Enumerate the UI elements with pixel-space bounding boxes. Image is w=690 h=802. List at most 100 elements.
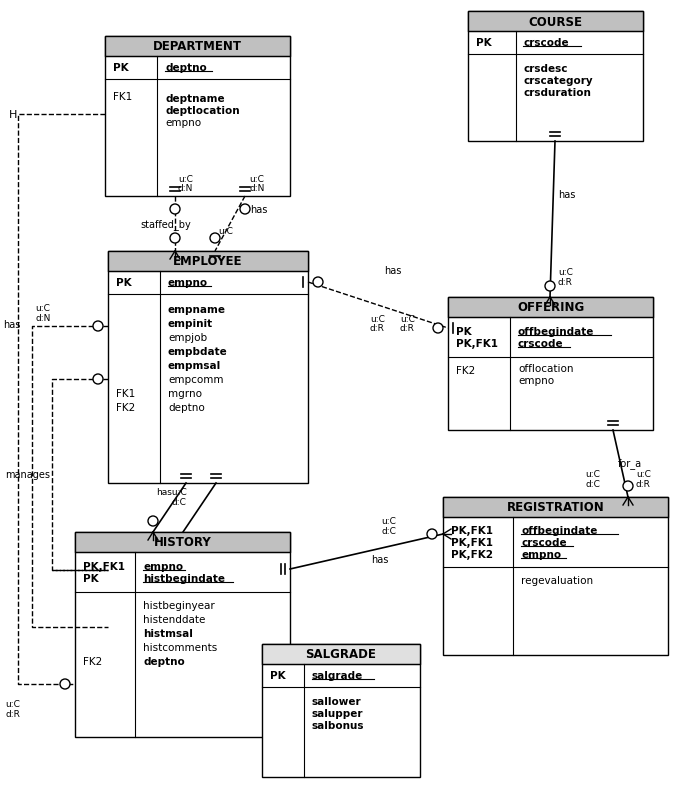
Circle shape bbox=[240, 205, 250, 215]
Text: u:C: u:C bbox=[585, 469, 600, 479]
Text: crscode: crscode bbox=[523, 38, 569, 48]
Text: has: has bbox=[558, 190, 575, 200]
Text: regevaluation: regevaluation bbox=[521, 575, 593, 585]
Text: DEPARTMENT: DEPARTMENT bbox=[153, 40, 242, 54]
Bar bbox=[262, 644, 420, 664]
Text: has: has bbox=[3, 320, 21, 330]
Text: crscategory: crscategory bbox=[523, 76, 593, 86]
Circle shape bbox=[93, 375, 103, 384]
Text: empinit: empinit bbox=[168, 318, 213, 329]
Circle shape bbox=[210, 233, 220, 244]
Text: d:C: d:C bbox=[585, 480, 600, 488]
Text: u:C: u:C bbox=[558, 268, 573, 277]
Circle shape bbox=[427, 529, 437, 539]
Text: d:C: d:C bbox=[381, 526, 396, 535]
Text: staffed_by: staffed_by bbox=[140, 219, 190, 229]
Text: empno: empno bbox=[143, 561, 183, 571]
Text: histcomments: histcomments bbox=[143, 642, 217, 652]
Circle shape bbox=[60, 679, 70, 689]
Text: crsduration: crsduration bbox=[523, 88, 591, 98]
Text: u:C: u:C bbox=[35, 304, 50, 313]
Text: u:C: u:C bbox=[5, 699, 20, 708]
Bar bbox=[105, 37, 290, 196]
Text: u:C: u:C bbox=[218, 227, 233, 236]
Text: PK: PK bbox=[116, 277, 132, 288]
Bar bbox=[448, 298, 653, 431]
Circle shape bbox=[93, 322, 103, 331]
Text: empmsal: empmsal bbox=[168, 361, 221, 371]
Text: u:C: u:C bbox=[370, 314, 385, 323]
Bar bbox=[443, 497, 668, 517]
Text: d:R: d:R bbox=[558, 277, 573, 286]
Text: empcomm: empcomm bbox=[168, 375, 224, 384]
Text: d:N: d:N bbox=[249, 184, 264, 192]
Text: PK,FK1: PK,FK1 bbox=[456, 338, 498, 349]
Text: PK,FK1: PK,FK1 bbox=[451, 525, 493, 535]
Bar bbox=[448, 298, 653, 318]
Text: histenddate: histenddate bbox=[143, 614, 206, 624]
Text: d:N: d:N bbox=[35, 314, 50, 322]
Text: sallower: sallower bbox=[312, 696, 362, 706]
Text: has: has bbox=[250, 205, 268, 215]
Text: hasu:C: hasu:C bbox=[156, 488, 187, 496]
Text: manages: manages bbox=[5, 469, 50, 480]
Text: d:C: d:C bbox=[171, 497, 186, 506]
Text: d:R: d:R bbox=[400, 323, 415, 333]
Text: empjob: empjob bbox=[168, 333, 207, 342]
Text: H: H bbox=[8, 110, 17, 119]
Text: deptno: deptno bbox=[165, 63, 207, 73]
Text: PK: PK bbox=[476, 38, 491, 48]
Text: histmsal: histmsal bbox=[143, 628, 193, 638]
Text: PK: PK bbox=[113, 63, 128, 73]
Text: crsdesc: crsdesc bbox=[523, 64, 567, 74]
Text: salupper: salupper bbox=[312, 708, 364, 718]
Text: histbegindate: histbegindate bbox=[143, 573, 225, 583]
Text: u:C: u:C bbox=[249, 175, 264, 184]
Circle shape bbox=[148, 516, 158, 526]
Text: FK1: FK1 bbox=[113, 92, 132, 102]
Bar bbox=[75, 533, 290, 553]
Text: empno: empno bbox=[168, 277, 208, 288]
Text: empno: empno bbox=[165, 118, 201, 128]
Text: FK2: FK2 bbox=[456, 366, 475, 375]
Text: PK,FK2: PK,FK2 bbox=[451, 549, 493, 559]
Circle shape bbox=[433, 323, 443, 334]
Text: d:R: d:R bbox=[5, 709, 20, 718]
Text: mgrno: mgrno bbox=[168, 388, 202, 399]
Text: FK2: FK2 bbox=[83, 656, 102, 666]
Text: has: has bbox=[371, 554, 388, 565]
Text: deptno: deptno bbox=[143, 656, 185, 666]
Text: crscode: crscode bbox=[521, 537, 566, 547]
Text: d:R: d:R bbox=[636, 480, 651, 488]
Circle shape bbox=[170, 233, 180, 244]
Text: u:C: u:C bbox=[400, 314, 415, 323]
Text: PK,FK1: PK,FK1 bbox=[451, 537, 493, 547]
Text: PK: PK bbox=[83, 573, 99, 583]
Text: has: has bbox=[384, 265, 402, 276]
Text: deptname: deptname bbox=[165, 94, 225, 104]
Text: offlocation: offlocation bbox=[518, 363, 573, 374]
Bar bbox=[443, 497, 668, 655]
Text: OFFERING: OFFERING bbox=[517, 301, 584, 314]
Bar bbox=[468, 12, 643, 142]
Bar bbox=[108, 252, 308, 272]
Bar bbox=[105, 37, 290, 57]
Text: empno: empno bbox=[521, 549, 561, 559]
Text: SALGRADE: SALGRADE bbox=[306, 648, 377, 661]
Text: histbeginyear: histbeginyear bbox=[143, 600, 215, 610]
Text: deptno: deptno bbox=[168, 403, 205, 412]
Text: FK1: FK1 bbox=[116, 388, 135, 399]
Circle shape bbox=[545, 282, 555, 292]
Text: salgrade: salgrade bbox=[312, 670, 363, 680]
Text: u:C: u:C bbox=[636, 469, 651, 479]
Bar bbox=[468, 12, 643, 32]
Text: d:N: d:N bbox=[178, 184, 193, 192]
Text: HISTORY: HISTORY bbox=[154, 536, 211, 549]
Circle shape bbox=[170, 205, 180, 215]
Bar bbox=[262, 644, 420, 777]
Text: EMPLOYEE: EMPLOYEE bbox=[173, 255, 243, 268]
Text: deptlocation: deptlocation bbox=[165, 106, 239, 115]
Text: salbonus: salbonus bbox=[312, 720, 364, 730]
Text: PK: PK bbox=[270, 670, 286, 680]
Text: offbegindate: offbegindate bbox=[518, 326, 594, 337]
